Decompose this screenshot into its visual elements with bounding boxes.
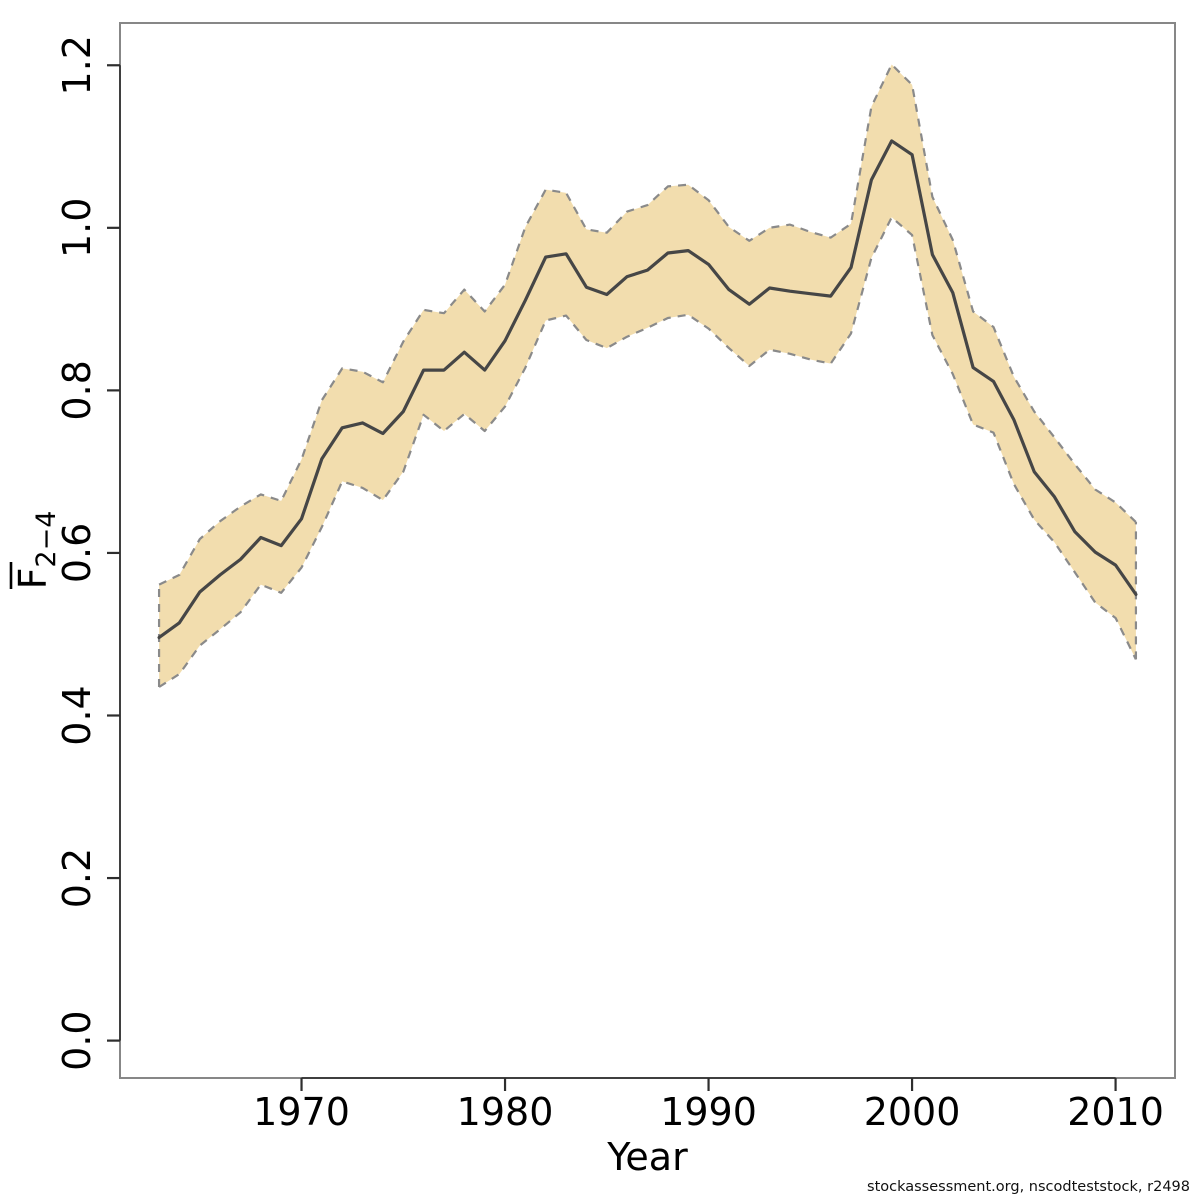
x-tick-label: 1980: [457, 1090, 554, 1134]
y-tick-label: 0.8: [55, 360, 99, 420]
y-tick-label: 0.0: [55, 1010, 99, 1070]
watermark-text: stockassessment.org, nscodteststock, r24…: [867, 1179, 1190, 1195]
ci-upper-dashed-line: [158, 63, 1137, 586]
y-tick-label: 1.2: [55, 35, 99, 95]
y-tick-label: 0.6: [55, 523, 99, 583]
y-tick-label: 1.0: [55, 198, 99, 258]
x-axis-title: Year: [606, 1135, 688, 1179]
x-tick-label: 2000: [864, 1090, 961, 1134]
x-tick-label: 2010: [1067, 1090, 1164, 1134]
y-axis-title: F2−4: [9, 511, 62, 590]
y-tick-label: 0.2: [55, 848, 99, 908]
x-tick-label: 1990: [660, 1090, 757, 1134]
f-estimate-line: [157, 139, 1138, 640]
y-tick-label: 0.4: [55, 685, 99, 745]
x-tick-label: 1970: [253, 1090, 350, 1134]
ci-lower-dashed-line: [158, 216, 1137, 688]
confidence-band: [159, 64, 1136, 687]
y-axis-title-text: F2−4: [11, 511, 62, 590]
